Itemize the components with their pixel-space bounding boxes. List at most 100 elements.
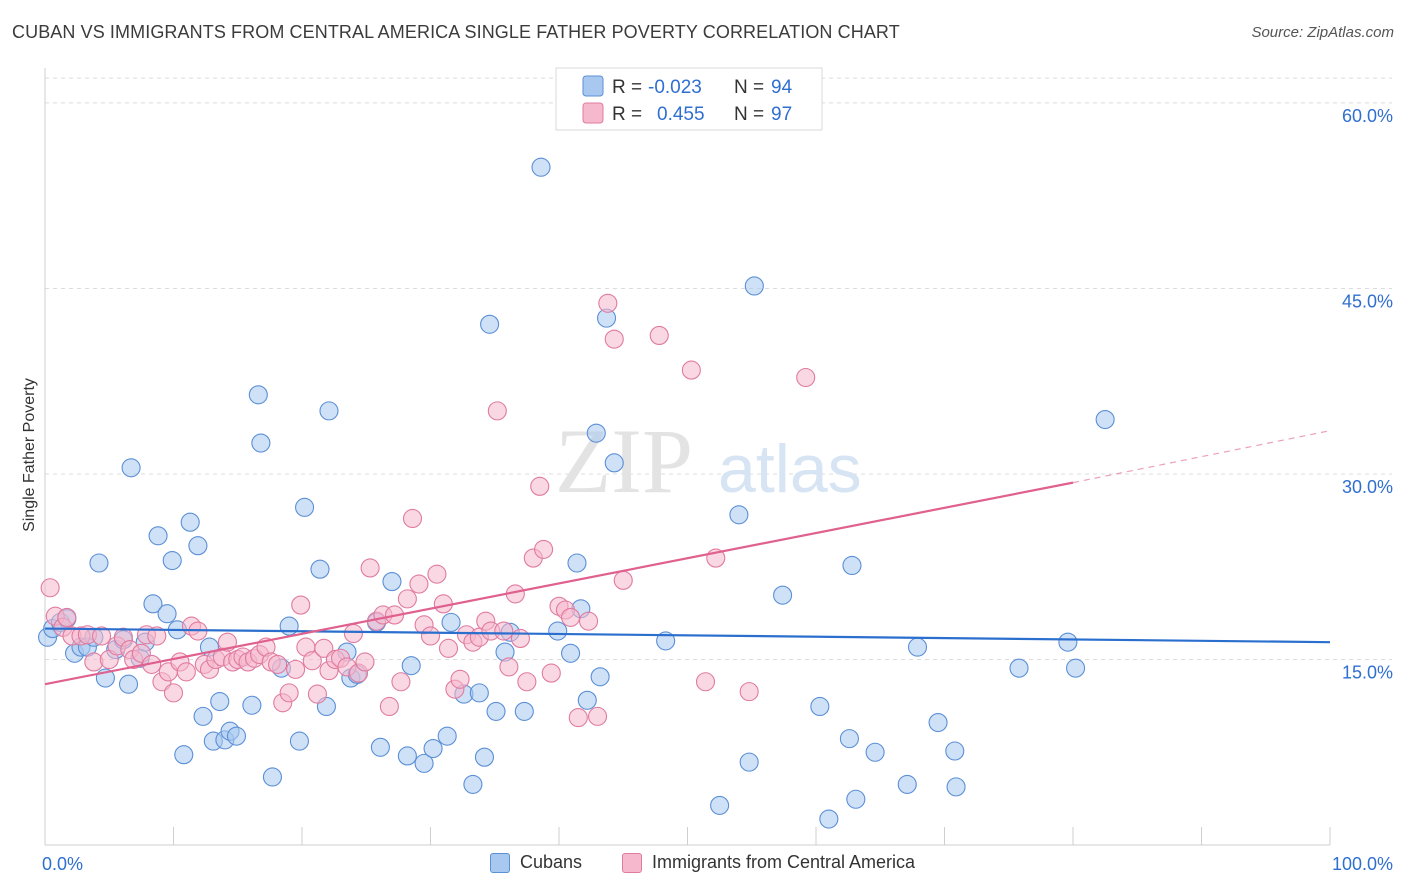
point-immigrants-76 [494, 621, 514, 641]
point-immigrants-59 [391, 672, 411, 692]
point-immigrants-93 [613, 570, 633, 590]
point-immigrants-67 [438, 638, 459, 658]
point-immigrants-20 [163, 683, 184, 703]
stats-legend-swatch-immigrants [582, 102, 604, 124]
chart-title: CUBAN VS IMMIGRANTS FROM CENTRAL AMERICA… [12, 22, 900, 42]
point-cubans-83 [846, 789, 866, 809]
point-immigrants-88 [568, 708, 588, 728]
point-cubans-19 [162, 550, 182, 571]
point-cubans-70 [590, 667, 610, 687]
point-cubans-32 [248, 385, 268, 405]
legend-item-immigrants: Immigrants from Central America [622, 852, 915, 873]
point-cubans-62 [514, 701, 534, 721]
point-cubans-59 [486, 701, 506, 721]
point-immigrants-0 [40, 578, 60, 598]
point-cubans-84 [865, 742, 885, 762]
point-immigrants-53 [355, 652, 375, 672]
point-cubans-78 [773, 585, 793, 605]
point-immigrants-51 [343, 623, 363, 644]
point-immigrants-42 [291, 595, 311, 615]
point-cubans-52 [437, 726, 457, 746]
point-cubans-41 [319, 401, 339, 421]
point-cubans-72 [604, 453, 624, 473]
point-cubans-76 [739, 752, 759, 772]
y-tick-label-60: 60.0% [1342, 106, 1393, 126]
stats-n-value-cubans: 94 [771, 77, 793, 98]
point-immigrants-92 [604, 329, 624, 349]
stats-r-value-immigrants: 0.455 [657, 104, 705, 125]
point-cubans-8 [89, 553, 109, 573]
trend-line-immigrants [44, 481, 1074, 686]
point-cubans-22 [180, 512, 200, 532]
series-cubans-points [38, 157, 1115, 829]
point-immigrants-99 [796, 367, 816, 388]
point-cubans-82 [842, 555, 862, 576]
point-cubans-17 [148, 526, 168, 546]
point-cubans-27 [210, 691, 230, 712]
point-cubans-73 [656, 631, 676, 651]
point-immigrants-60 [397, 589, 417, 609]
trend-line-immigrants-extension [1072, 430, 1331, 484]
point-immigrants-57 [379, 696, 399, 717]
point-immigrants-38 [268, 654, 288, 674]
point-cubans-77 [744, 276, 764, 296]
point-immigrants-94 [649, 325, 669, 345]
point-immigrants-40 [279, 683, 299, 703]
point-immigrants-83 [534, 539, 554, 559]
legend-swatch-cubans [490, 852, 510, 873]
point-cubans-87 [928, 713, 948, 733]
point-immigrants-61 [402, 508, 423, 529]
point-immigrants-84 [541, 663, 561, 683]
point-cubans-92 [1066, 658, 1086, 678]
point-immigrants-65 [427, 564, 447, 584]
series-legend: Cubans Immigrants from Central America [0, 852, 1406, 876]
watermark-atlas: atlas [718, 431, 862, 507]
trend-lines [44, 430, 1331, 686]
point-immigrants-3 [57, 607, 77, 627]
point-cubans-21 [174, 745, 194, 765]
point-immigrants-64 [420, 626, 441, 646]
point-cubans-49 [401, 656, 421, 676]
point-cubans-69 [586, 423, 606, 443]
y-tick-label-45: 45.0% [1342, 291, 1393, 311]
point-cubans-90 [1009, 658, 1029, 678]
y-tick-label-30: 30.0% [1342, 477, 1393, 497]
point-cubans-38 [295, 497, 315, 517]
point-cubans-31 [242, 695, 262, 715]
point-immigrants-44 [302, 651, 322, 671]
point-immigrants-98 [739, 682, 759, 702]
stats-n-label-immigrants: N = [734, 104, 764, 125]
point-cubans-80 [819, 809, 839, 829]
watermark: ZIP atlas [555, 410, 862, 512]
point-cubans-33 [251, 433, 271, 453]
point-immigrants-77 [499, 657, 519, 677]
point-immigrants-69 [450, 669, 470, 689]
stats-legend: R = -0.023 N = 94 R = 0.455 N = 97 [555, 67, 823, 131]
point-immigrants-96 [695, 672, 716, 692]
point-immigrants-87 [561, 607, 581, 627]
point-immigrants-90 [587, 706, 608, 726]
point-cubans-30 [226, 726, 247, 746]
point-cubans-48 [397, 746, 417, 766]
point-cubans-12 [118, 674, 139, 694]
point-immigrants-54 [360, 558, 380, 578]
point-immigrants-8 [91, 626, 112, 646]
stats-n-label-cubans: N = [734, 77, 764, 98]
point-immigrants-80 [517, 672, 537, 692]
x-tick-label-max: 100.0% [1332, 854, 1393, 874]
point-cubans-79 [810, 696, 830, 717]
stats-legend-swatch-cubans [582, 75, 604, 97]
point-immigrants-45 [307, 684, 327, 704]
point-cubans-63 [531, 157, 551, 177]
point-cubans-65 [561, 643, 581, 663]
x-tick-label-min: 0.0% [42, 854, 83, 874]
point-cubans-68 [577, 690, 597, 710]
point-immigrants-75 [487, 401, 507, 421]
legend-label-immigrants: Immigrants from Central America [652, 852, 916, 872]
point-cubans-53 [441, 612, 461, 632]
stats-r-value-cubans: -0.023 [648, 77, 702, 98]
point-cubans-81 [839, 729, 859, 749]
source-label: Source: ZipAtlas.com [1251, 24, 1394, 41]
point-cubans-24 [193, 706, 213, 726]
